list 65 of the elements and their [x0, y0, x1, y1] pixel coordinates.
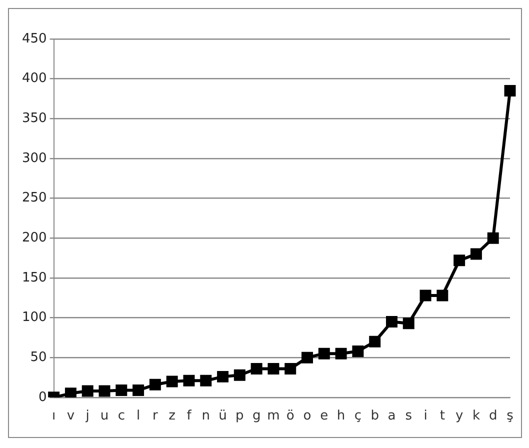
- x-tick-label: h: [336, 408, 346, 424]
- x-tick-label: j: [84, 408, 90, 424]
- point: [98, 385, 110, 397]
- x-tick-label: d: [488, 408, 498, 424]
- point: [386, 316, 398, 328]
- y-tick-label: 450: [22, 31, 47, 46]
- point: [504, 85, 516, 97]
- x-tick-label: z: [168, 408, 176, 424]
- y-tick-label: 150: [22, 270, 47, 286]
- y-tick-label: 200: [22, 230, 47, 246]
- x-tick-label: f: [186, 408, 192, 424]
- x-tick-label: i: [424, 408, 428, 424]
- x-tick-label: r: [152, 408, 159, 424]
- point: [302, 352, 313, 364]
- point: [284, 362, 296, 374]
- y-tick-label: 100: [22, 310, 47, 326]
- x-tick-label: c: [118, 408, 125, 424]
- y-tick-label: 300: [22, 150, 47, 166]
- x-tick-label: o: [303, 408, 312, 424]
- point: [217, 370, 229, 382]
- point: [82, 385, 94, 397]
- x-tick-label: ı: [52, 408, 56, 424]
- y-tick-label: 400: [22, 71, 47, 86]
- x-tick-label: ü: [218, 408, 227, 424]
- y-tick-label: 0: [38, 390, 47, 405]
- point: [132, 384, 144, 396]
- x-tick-label: p: [236, 408, 244, 424]
- point: [335, 348, 347, 360]
- y-tick-label: 250: [22, 190, 47, 206]
- point: [369, 336, 381, 348]
- x-tick-label: t: [440, 408, 445, 424]
- point: [183, 374, 195, 386]
- point: [318, 348, 330, 360]
- point: [436, 290, 448, 302]
- x-tick-label: y: [455, 408, 464, 424]
- point: [487, 232, 499, 244]
- x-tick-label: g: [252, 408, 261, 424]
- x-tick-label: l: [136, 408, 140, 424]
- point: [420, 290, 432, 302]
- point: [352, 345, 364, 357]
- x-tick-label: a: [388, 408, 396, 424]
- x-tick-label: s: [405, 408, 412, 424]
- x-tick-label: m: [267, 408, 280, 424]
- x-tick-label: ö: [286, 408, 294, 424]
- x-tick-label: b: [370, 408, 379, 424]
- point: [268, 362, 280, 374]
- point: [149, 378, 161, 390]
- point: [250, 362, 262, 374]
- point: [454, 254, 466, 266]
- x-tick-label: n: [202, 408, 210, 424]
- point: [166, 376, 178, 388]
- x-tick-label: k: [472, 408, 480, 424]
- point: [234, 369, 246, 381]
- point: [116, 384, 128, 396]
- x-tick-label: u: [100, 408, 109, 424]
- y-tick-label: 350: [22, 111, 47, 126]
- point: [200, 374, 212, 386]
- y-tick-label: 50: [30, 350, 47, 365]
- x-tick-label: e: [320, 408, 328, 424]
- point: [64, 388, 76, 398]
- point: [470, 248, 482, 260]
- x-tick-label: v: [66, 408, 75, 424]
- point: [402, 318, 414, 330]
- x-tick-label: ş: [506, 408, 514, 424]
- x-tick-label: ç: [354, 408, 362, 424]
